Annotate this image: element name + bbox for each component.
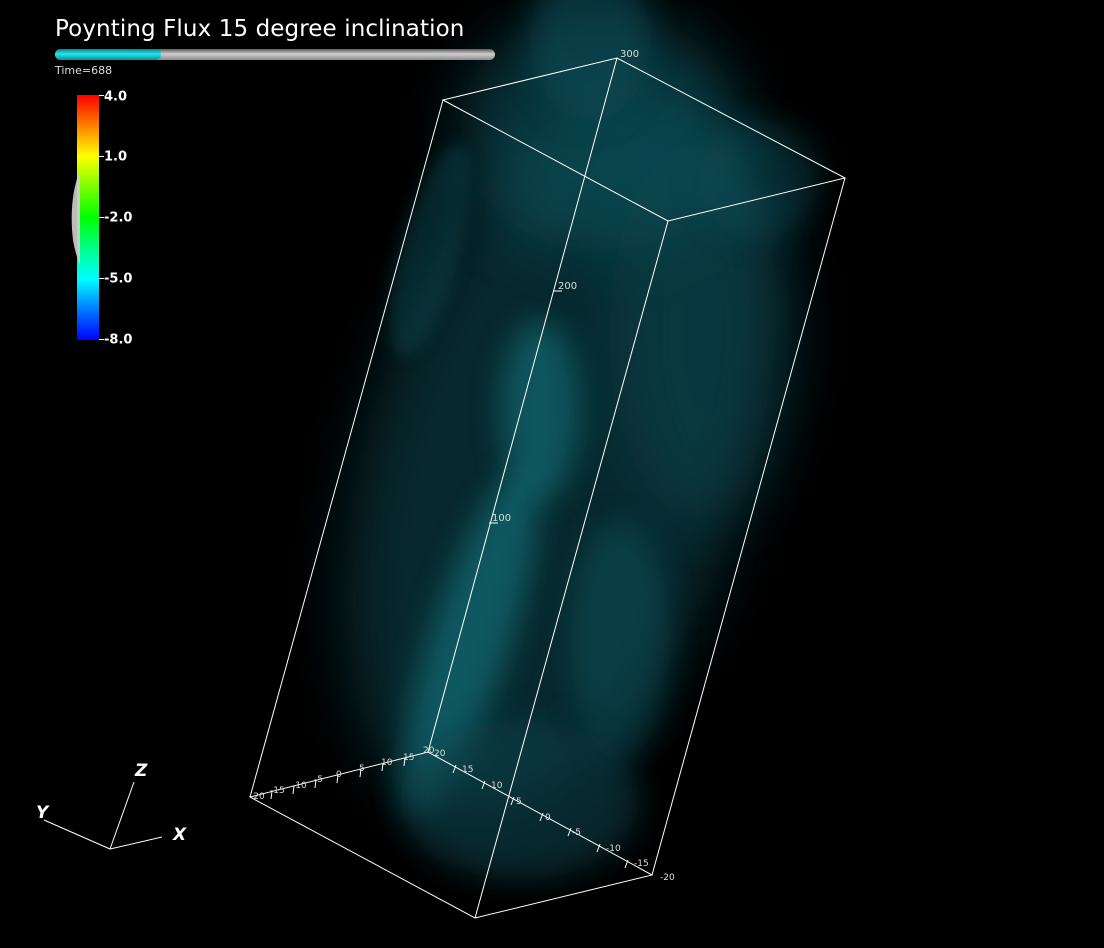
x-tick-label: 20: [434, 749, 446, 759]
x-tick-label: -20: [660, 873, 675, 883]
x-tick-label: -15: [634, 859, 649, 869]
colorbar-tick: [99, 95, 104, 96]
y-tick-label: -15: [270, 786, 285, 796]
orientation-axes-lines: [43, 781, 163, 850]
x-axis-line: [109, 836, 163, 850]
y-tick-label: 15: [403, 753, 414, 763]
orientation-axes: Y X Z: [30, 760, 200, 860]
z-tick-label: 200: [558, 281, 577, 292]
colorbar-tick: [99, 156, 104, 157]
y-tick-label: 0: [336, 770, 342, 780]
z-tick-label: 100: [492, 513, 511, 524]
colorbar-tick: [99, 278, 104, 279]
colorbar-tick: [99, 339, 104, 340]
time-progress-bar[interactable]: [55, 49, 495, 60]
x-tick-label: 5: [516, 797, 522, 807]
colorbar-label: -8.0: [104, 332, 133, 348]
y-tick-label: -5: [314, 775, 323, 785]
poynting-flux-plume: [344, 0, 820, 880]
y-tick-label: -20: [250, 792, 265, 802]
z-axis-line: [109, 781, 135, 850]
x-tick-label: -10: [606, 844, 621, 854]
box-bottom-face: [248, 751, 654, 919]
time-label: Time=688: [55, 64, 113, 77]
colorbar-label: 1.0: [104, 149, 128, 165]
colorbar-label: -2.0: [104, 210, 133, 226]
colorbar-label: -5.0: [104, 271, 133, 287]
y-axis-line: [43, 819, 111, 850]
triad-z-label: Z: [135, 761, 148, 781]
triad-y-label: Y: [36, 803, 49, 823]
z-axis-labels: 300 200 100: [492, 49, 639, 524]
x-tick-label: 0: [545, 813, 551, 823]
box-edge: [249, 99, 444, 798]
plot-title: Poynting Flux 15 degree inclination: [55, 16, 465, 42]
z-tick-label: 300: [620, 49, 639, 60]
x-tick-label: -5: [572, 828, 581, 838]
colorbar-label: 4.0: [104, 89, 128, 105]
box-edge: [474, 220, 669, 919]
y-tick-label: -10: [292, 781, 307, 791]
y-tick-label: 20: [423, 746, 435, 756]
opacity-transfer-curve: [71, 170, 80, 265]
box-edge: [427, 57, 618, 753]
y-tick-label: 10: [381, 758, 393, 768]
x-tick-label: 10: [491, 781, 503, 791]
box-axis-ticks: [270, 290, 629, 869]
x-axis-labels: 20 15 10 5 0 -5 -10 -15 -20: [434, 749, 675, 883]
y-tick-label: 5: [359, 764, 365, 774]
bounding-box: [248, 57, 847, 919]
y-axis-labels: -20 -15 -10 -5 0 5 10 15 20: [250, 746, 435, 802]
box-edge: [651, 177, 846, 876]
x-tick-label: 15: [462, 765, 473, 775]
time-progress-fill: [55, 49, 161, 60]
colorbar-tick: [99, 217, 104, 218]
triad-x-label: X: [173, 825, 187, 845]
color-legend-bar: [77, 95, 99, 340]
